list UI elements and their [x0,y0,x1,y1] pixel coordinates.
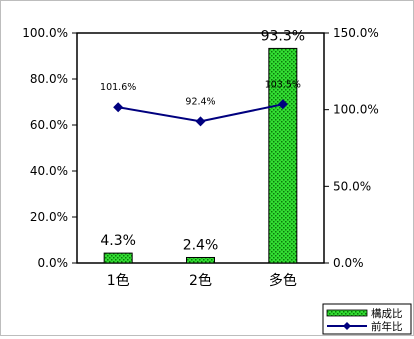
left-tick-label: 100.0% [22,26,68,40]
legend-swatch-marker [343,322,351,330]
legend-label-line: 前年比 [371,320,403,333]
right-tick-label: 0.0% [333,256,364,270]
right-axis: 0.0% 50.0% 100.0% 150.0% [324,26,379,270]
bar-data-labels: 4.3% 2.4% 93.3% [100,28,305,253]
left-axis: 0.0% 20.0% 40.0% 60.0% 80.0% 100.0% [22,26,77,270]
yoy-marker [113,102,124,113]
legend-swatch-bar [326,309,368,317]
bar-series [103,47,298,264]
bar-value-label: 93.3% [261,28,305,44]
bar [268,47,298,264]
category-label: 2色 [189,272,212,289]
yoy-marker [195,116,206,127]
category-label: 1色 [107,272,130,289]
bar-value-label: 4.3% [100,233,136,249]
category-label: 多色 [269,272,297,289]
left-tick-label: 0.0% [38,256,69,270]
bar-value-label: 2.4% [183,237,219,253]
left-tick-label: 40.0% [30,164,68,178]
right-tick-label: 100.0% [333,103,379,117]
right-tick-label: 150.0% [333,26,379,40]
yoy-value-label: 103.5% [265,79,301,90]
category-axis: 1色 2色 多色 [107,272,297,289]
right-tick-label: 50.0% [333,179,371,193]
line-series [113,99,288,127]
yoy-value-label: 101.6% [100,82,136,93]
yoy-marker [277,99,288,110]
yoy-value-label: 92.4% [185,96,215,107]
legend-box [322,303,412,335]
line-data-labels: 101.6% 92.4% 103.5% [100,79,301,107]
bar [186,256,215,264]
left-tick-label: 60.0% [30,118,68,132]
legend-label-bar: 構成比 [371,307,403,320]
bar [103,252,133,264]
left-tick-label: 20.0% [30,210,68,224]
left-tick-label: 80.0% [30,72,68,86]
